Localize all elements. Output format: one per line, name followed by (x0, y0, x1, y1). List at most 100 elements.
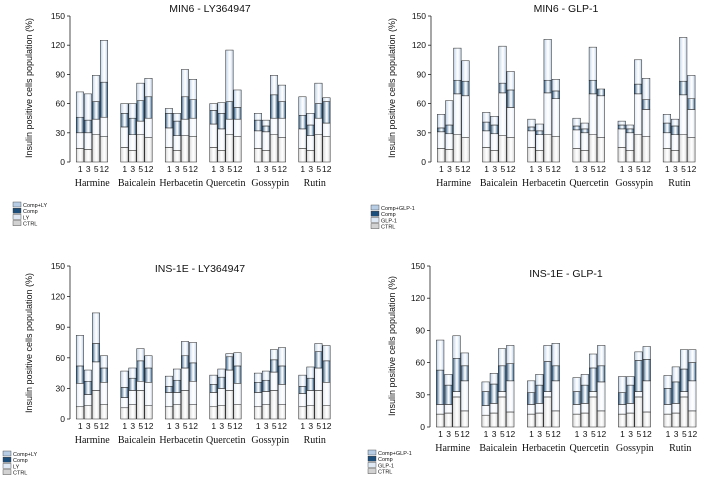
x-tick-label: 12 (687, 164, 697, 174)
bar-segment-comp (217, 113, 226, 130)
bar-segment-comp-glp-1 (580, 374, 589, 386)
x-tick-label: 12 (322, 421, 332, 431)
bar-segment-comp (306, 377, 315, 391)
bar-segment-comp (580, 384, 589, 404)
bar-segment-glp-1 (436, 404, 445, 415)
bar-segment-glp-1 (482, 130, 491, 148)
bar-segment-comp (92, 343, 100, 363)
bar-segment-ctrl (687, 137, 696, 163)
bar-segment-comp-ly (100, 40, 108, 83)
bar-segment-glp-1 (452, 391, 461, 398)
bar-segment-glp-1 (551, 380, 560, 412)
x-tick-label: 3 (264, 164, 269, 174)
y-tick-label: 0 (421, 157, 426, 167)
compound-label: Herbacetin (159, 435, 203, 446)
bar-segment-comp-ly (172, 368, 181, 381)
x-tick-label: 12 (189, 421, 199, 431)
compound-label: Quercetin (206, 178, 245, 189)
bar-segment-comp (489, 383, 498, 404)
y-tick-label: 120 (411, 293, 425, 303)
bar-segment-comp-ly (164, 375, 173, 387)
x-tick-label: 3 (628, 164, 633, 174)
bar-segment-glp-1 (642, 109, 651, 137)
x-tick-label: 5 (545, 429, 550, 439)
x-tick-label: 5 (138, 164, 143, 174)
x-tick-label: 12 (100, 421, 110, 431)
bar-segment-ctrl (253, 148, 262, 163)
bar-segment-comp-glp-1 (489, 373, 498, 385)
bar-segment-ctrl (597, 410, 606, 428)
bar-segment-ctrl (490, 150, 499, 163)
compound-label: Baicalein (479, 443, 517, 454)
bar-segment-ly (120, 397, 129, 409)
x-tick-label: 1 (439, 164, 444, 174)
legend-label: CTRL (23, 222, 37, 228)
bar-segment-comp-ly (261, 370, 270, 381)
y-tick-label: 90 (56, 322, 66, 332)
bar-segment-glp-1 (580, 403, 589, 414)
bar-segment-comp-ly (120, 103, 129, 114)
bar-segment-comp-ly (278, 347, 286, 367)
bar-segment-ly (181, 118, 189, 136)
bar-segment-ctrl (83, 405, 92, 420)
bar-segment-glp-1 (671, 403, 680, 414)
x-tick-label: 5 (681, 164, 686, 174)
bar-segment-ly (92, 361, 100, 391)
bar-segment-ly (322, 122, 331, 137)
legend-swatch (367, 449, 377, 456)
bar-segment-comp-ly (128, 367, 137, 379)
bar-segment-comp-glp-1 (535, 374, 544, 386)
x-tick-label: 3 (446, 429, 451, 439)
bar-segment-ctrl (679, 134, 688, 163)
bar-segment-ly (136, 381, 145, 391)
bar-segment-comp (527, 126, 536, 132)
legend-swatch (370, 223, 380, 229)
bar-segment-comp (100, 367, 108, 383)
legend-label: CTRL (381, 225, 395, 231)
x-tick-label: 1 (575, 164, 580, 174)
legend-label: LY (23, 215, 30, 221)
bar-segment-ctrl (322, 136, 331, 163)
bar-segment-comp (253, 119, 262, 132)
bar-segment-ctrl (543, 134, 552, 163)
bar-segment-comp-ly (209, 103, 218, 111)
bar-segment-comp-ly (136, 82, 145, 101)
legend-label: GLP-1 (381, 218, 397, 224)
bar-segment-comp-glp-1 (436, 339, 445, 371)
bar-segment-comp-ly (209, 374, 218, 385)
bar-segment-comp (444, 384, 453, 405)
x-tick-label: 3 (86, 421, 91, 431)
bar-segment-comp-ly (92, 75, 100, 102)
x-tick-label: 1 (211, 421, 216, 431)
bar-segment-comp-glp-1 (642, 78, 651, 100)
legend-label: GLP-1 (378, 463, 394, 469)
bar-segment-comp-glp-1 (663, 375, 672, 389)
bar-segment-comp (551, 90, 560, 99)
compound-label: Gossypin (251, 435, 289, 446)
bar-segment-ctrl (100, 404, 108, 420)
bar-segment-comp (687, 98, 696, 110)
bar-segment-ctrl (527, 413, 536, 428)
x-tick-label: 3 (219, 164, 224, 174)
bar-segment-glp-1 (535, 403, 544, 414)
bar-segment-ly (233, 383, 242, 405)
bar-segment-glp-1 (634, 93, 643, 136)
legend-swatch (370, 204, 380, 211)
legend-swatch (2, 463, 12, 469)
bar-segment-ly (92, 118, 100, 135)
y-tick-label: 150 (412, 11, 426, 21)
y-tick-label: 150 (51, 261, 65, 271)
bar-segment-ctrl (233, 136, 242, 163)
bar-segment-comp (253, 382, 262, 393)
bar-segment-ctrl (445, 149, 454, 163)
bar-segment-ctrl (572, 413, 581, 428)
y-tick-label: 90 (56, 69, 66, 79)
bar-segment-glp-1 (634, 391, 643, 398)
bar-segment-ctrl (671, 412, 680, 428)
legend-label: Comp+GLP-1 (381, 206, 415, 212)
x-tick-label: 5 (272, 164, 277, 174)
bar-segment-glp-1 (617, 128, 626, 148)
y-tick-label: 30 (416, 390, 426, 400)
bar-segment-comp-glp-1 (688, 349, 697, 363)
x-tick-label: 1 (300, 164, 305, 174)
